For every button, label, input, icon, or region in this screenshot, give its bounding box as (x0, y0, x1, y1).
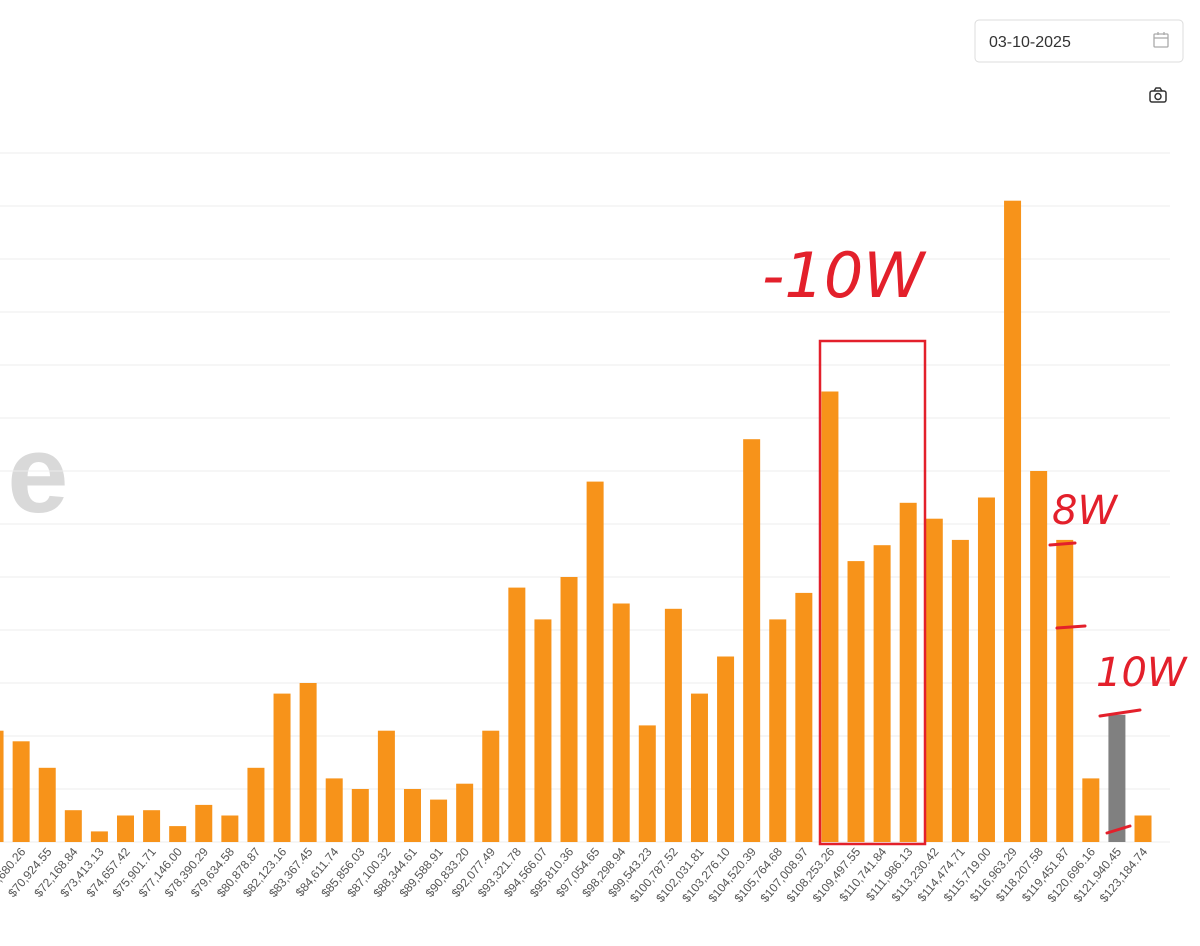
bar (951, 539, 969, 842)
bar (1082, 778, 1100, 842)
bar (403, 789, 421, 842)
annotations: -10W 8W 10W (762, 239, 1188, 846)
bar (456, 783, 474, 842)
bar (351, 789, 369, 842)
bar (534, 619, 552, 842)
annotation-text: 8W (1052, 488, 1118, 534)
annotation-dash (1055, 624, 1087, 630)
annotation-dash (1098, 708, 1142, 718)
calendar-icon[interactable] (1153, 32, 1169, 48)
highlight-box (818, 339, 927, 846)
bar (873, 545, 891, 842)
bar (430, 799, 448, 842)
annotation-text: -10W (762, 239, 927, 312)
bar (612, 603, 630, 842)
bar (769, 619, 787, 842)
bar (560, 577, 578, 842)
bar (195, 804, 213, 842)
watermark: de (0, 413, 68, 536)
bar (925, 518, 943, 842)
date-value: 03-10-2025 (989, 34, 1071, 51)
bar (847, 561, 865, 842)
bar (221, 815, 239, 842)
bar (1056, 539, 1074, 842)
plot: $69,680.26$70,924.55$72,168.84$73,413.13… (0, 152, 1170, 905)
bar (90, 831, 108, 842)
bar (638, 725, 656, 842)
bar (169, 826, 187, 842)
date-picker[interactable]: 03-10-2025 (974, 19, 1184, 63)
bar (664, 608, 682, 842)
annotation-text: 10W (1096, 650, 1188, 696)
bar (977, 497, 995, 842)
bar (821, 391, 839, 842)
annotation-dash (1105, 824, 1132, 835)
bar (1030, 471, 1048, 842)
bar (12, 741, 30, 842)
bar (1134, 815, 1152, 842)
bar (482, 730, 500, 842)
bar (586, 481, 604, 842)
bar (247, 767, 265, 842)
bar (795, 592, 813, 842)
bar (377, 730, 395, 842)
bar (38, 767, 56, 842)
bar (273, 693, 291, 842)
bar (690, 693, 708, 842)
bar (508, 587, 526, 842)
bar (0, 730, 4, 842)
bar (299, 683, 317, 842)
bar (899, 502, 917, 842)
bar (1108, 714, 1126, 842)
annotation-dash (1048, 541, 1077, 547)
bar (1004, 200, 1022, 842)
bar (116, 815, 134, 842)
camera-icon[interactable] (1149, 87, 1167, 103)
bar (743, 439, 761, 842)
bar (64, 810, 82, 842)
bar (717, 656, 735, 842)
date-input[interactable] (974, 19, 1184, 63)
bar (143, 810, 161, 842)
bar (325, 778, 343, 842)
